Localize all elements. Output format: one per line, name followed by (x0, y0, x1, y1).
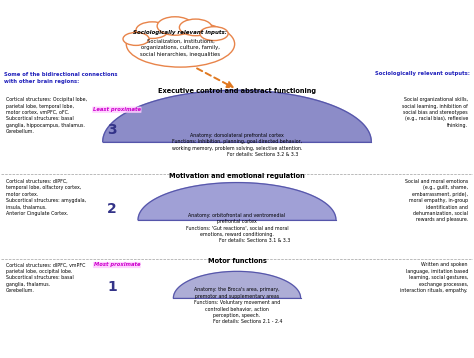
Text: Anatomy: the Broca's area, primary,
premotor and supplementary areas
Functions: : Anatomy: the Broca's area, primary, prem… (192, 287, 282, 324)
Text: Executive control and abstract functioning: Executive control and abstract functioni… (158, 88, 316, 94)
Text: Socialization, institutions,
organizations, culture, family,
social hierarchies,: Socialization, institutions, organizatio… (140, 38, 220, 57)
Ellipse shape (157, 17, 193, 35)
Text: 3: 3 (107, 123, 117, 137)
Text: Written and spoken
language, imitation based
learning, social gestures,
exchange: Written and spoken language, imitation b… (401, 262, 468, 293)
Ellipse shape (200, 27, 228, 40)
Text: Cortical structures: dlPFC,
temporal lobe, olfactory cortex,
motor cortex.
Subco: Cortical structures: dlPFC, temporal lob… (6, 179, 86, 216)
Text: Cortical structures: dlPFC, vmPFC
parietal lobe, occipital lobe.
Subcortical str: Cortical structures: dlPFC, vmPFC pariet… (6, 262, 85, 293)
Polygon shape (103, 90, 371, 142)
Text: Some of the bidirectional connections
with other brain regions:: Some of the bidirectional connections wi… (4, 72, 117, 84)
Text: Most proximate: Most proximate (93, 262, 140, 267)
Ellipse shape (123, 33, 149, 45)
Text: Least proximate: Least proximate (93, 107, 141, 112)
Text: Motivation and emotional regulation: Motivation and emotional regulation (169, 173, 305, 179)
Text: Sociologically relevant inputs:: Sociologically relevant inputs: (134, 30, 228, 35)
Ellipse shape (179, 19, 212, 36)
Text: Anatomy: dorsolateral prefrontal cortex
Functions: Inhibition, planning, goal di: Anatomy: dorsolateral prefrontal cortex … (172, 133, 302, 157)
Polygon shape (138, 183, 336, 220)
Ellipse shape (136, 22, 169, 38)
Polygon shape (173, 271, 301, 298)
Text: Social and moral emotions
(e.g., guilt, shame,
embarrassment, pride),
moral empa: Social and moral emotions (e.g., guilt, … (405, 179, 468, 222)
Text: 2: 2 (107, 202, 117, 216)
Text: Motor functions: Motor functions (208, 258, 266, 265)
Text: Cortical structures: Occipital lobe,
parietal lobe, temporal lobe,
motor cortex,: Cortical structures: Occipital lobe, par… (6, 97, 87, 134)
Text: 1: 1 (107, 280, 117, 294)
Ellipse shape (126, 21, 235, 67)
Text: Anatomy: orbitofrontal and ventromedial
prefrontal cortex
Functions: 'Gut reacti: Anatomy: orbitofrontal and ventromedial … (183, 213, 291, 243)
Text: Sociologically relevant outputs:: Sociologically relevant outputs: (375, 71, 470, 76)
Text: Social organizational skills,
social learning, inhibition of
social bias and ste: Social organizational skills, social lea… (402, 97, 468, 128)
